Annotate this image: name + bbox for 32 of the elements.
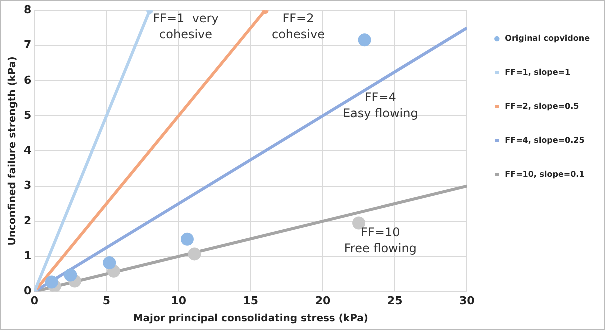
point — [358, 34, 372, 47]
point — [103, 256, 116, 270]
x-tick-label: 30 — [460, 294, 476, 308]
y-tick-label: 7 — [24, 38, 32, 52]
legend-label: FF=1, slope=1 — [505, 68, 572, 78]
y-tick-label: 4 — [24, 144, 32, 158]
x-axis-title: Major principal consolidating stress (kPa) — [133, 314, 368, 325]
point — [188, 248, 202, 261]
y-tick-label: 3 — [24, 179, 32, 192]
annotation: FF=4 Easy flowing — [342, 90, 418, 120]
annotation: FF=1 very cohesive — [153, 12, 219, 42]
y-axis-title: Unconfined failure strength (kPa) — [8, 56, 19, 246]
legend-label: Original copvidone — [505, 34, 591, 44]
annotation: FF=10 Free flowing — [344, 225, 417, 256]
y-tick-label: 2 — [24, 214, 32, 228]
x-tick-label: 10 — [171, 294, 187, 308]
y-tick-label: 5 — [24, 108, 32, 122]
point — [64, 268, 78, 282]
legend-label: FF=10, slope=0.1 — [505, 170, 586, 180]
y-tick-label: 1 — [24, 250, 32, 263]
x-tick-label: 20 — [315, 294, 331, 308]
x-tick-label: 5 — [102, 294, 111, 308]
annotation: FF=2 cohesive — [272, 12, 325, 42]
y-tick-label: 8 — [24, 3, 32, 16]
x-tick-label: 25 — [387, 294, 403, 308]
y-tick-label: 0 — [24, 284, 32, 298]
y-tick-label: 6 — [24, 74, 32, 87]
point — [180, 232, 194, 246]
x-tick-label: 15 — [243, 294, 259, 308]
legend-label: FF=2, slope=0.5 — [505, 102, 580, 112]
point — [45, 276, 58, 289]
legend-label: FF=4, slope=0.25 — [505, 136, 586, 146]
